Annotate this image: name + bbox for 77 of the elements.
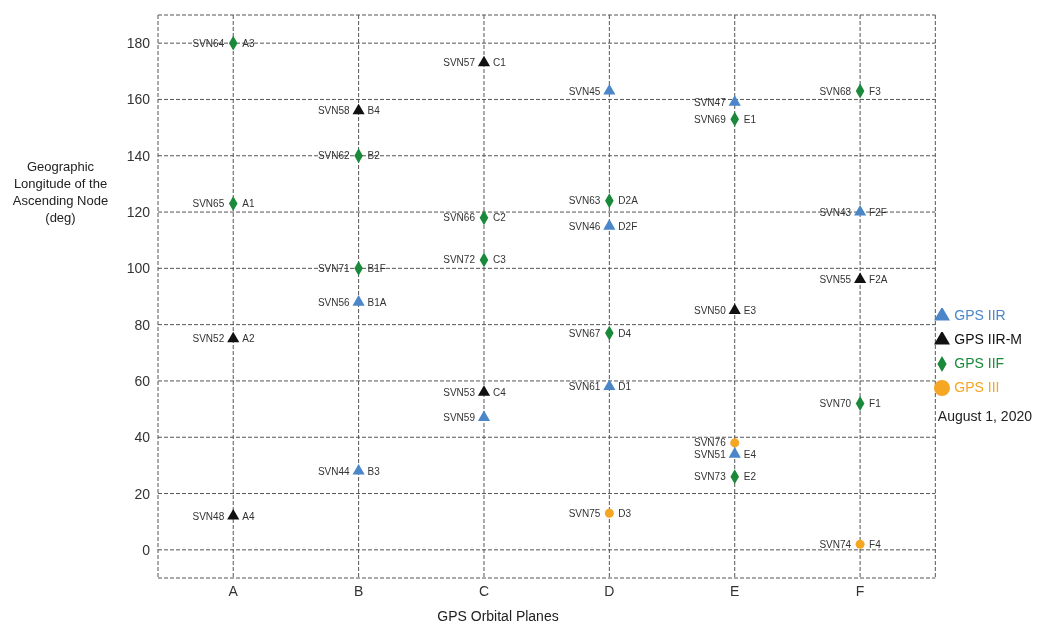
annotation: SVN53 [443,386,476,398]
annotation: SVN75 [568,507,601,519]
annotation: SVN70 [819,398,852,410]
legend-label: GPS IIR [954,307,1006,323]
annotation: F2A [869,274,888,286]
annotation: D1 [618,381,632,393]
annotation: SVN67 [568,327,601,339]
annotation: C3 [492,254,507,266]
x-tick-label: B [353,582,364,599]
y-tick-label: 140 [126,147,151,164]
x-tick-label: D [604,582,615,599]
y-tick-label: 0 [142,541,151,558]
legend-label: GPS IIR-M [954,331,1022,347]
annotation: SVN73 [694,471,727,483]
annotation: B3 [367,465,381,477]
annotation: D2F [618,220,638,232]
x-tick-label: E [730,582,740,599]
annotation: C2 [492,212,507,224]
x-tick-label: C [478,582,490,599]
annotation: SVN50 [694,305,727,317]
annotation: D3 [618,507,632,519]
annotation: SVN74 [819,538,852,550]
annotation: F4 [869,538,882,550]
annotation: D4 [618,327,632,339]
x-tick-label: A [228,582,239,599]
annotation: SVN55 [819,274,852,286]
text: August 1, 2020 [937,408,1032,424]
y-tick-label: 180 [126,35,151,52]
legend-label: GPS III [954,379,1000,395]
annotation: SVN76 [694,437,727,449]
annotation: SVN61 [568,381,601,393]
annotation: SVN68 [819,85,852,97]
annotation: SVN72 [443,254,476,266]
annotation: C1 [492,57,507,69]
y-tick-label: 160 [126,91,151,108]
y-axis-title: Geographic Longitude of the Ascending Node (deg) [11,158,110,226]
annotation: B1A [367,296,387,308]
annotation: E1 [743,113,757,125]
annotation: A2 [242,333,255,345]
annotation: F2F [869,206,887,218]
x-axis-title: GPS Orbital Planes [436,608,560,624]
annotation: SVN57 [443,57,476,69]
annotation: SVN63 [568,195,601,207]
y-tick-label: 100 [126,260,151,277]
y-tick-label: 40 [134,429,151,446]
annotation: SVN48 [192,510,225,522]
annotation: SVN52 [192,333,225,345]
annotation: SVN43 [819,206,852,218]
annotation: E3 [743,305,757,317]
annotation: SVN44 [317,465,351,477]
annotation: SVN59 [443,412,476,424]
annotation: SVN66 [443,212,476,224]
y-tick-label: 120 [126,204,151,221]
annotation: A1 [242,198,255,210]
annotation: SVN58 [317,105,351,117]
annotation: F1 [869,398,882,410]
legend-label: GPS IIF [954,355,1005,371]
annotation: B4 [367,105,381,117]
y-tick-label: 20 [134,485,151,502]
annotation: SVN65 [192,198,225,210]
annotation: E4 [743,448,757,460]
annotation: A4 [242,510,255,522]
annotation: SVN69 [694,113,727,125]
annotation: SVN45 [568,85,601,97]
annotation: SVN51 [694,448,727,460]
annotation: C4 [492,386,507,398]
annotation: SVN64 [192,37,225,49]
x-tick-label: F [855,582,865,599]
annotation: SVN47 [694,96,727,108]
y-tick-label: 80 [134,316,151,333]
y-tick-label: 60 [134,372,151,389]
annotation: SVN56 [317,296,351,308]
annotation: D2A [618,195,639,207]
annotation: F3 [869,85,882,97]
annotation: A3 [242,37,255,49]
annotation: E2 [743,471,757,483]
annotation: SVN46 [568,220,601,232]
